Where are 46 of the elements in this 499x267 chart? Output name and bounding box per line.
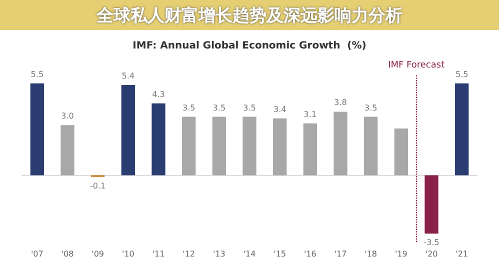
bar — [303, 123, 317, 176]
data-label: 5.5 — [30, 70, 44, 79]
bar — [364, 116, 378, 176]
data-label: 4.3 — [152, 90, 165, 99]
data-label: 5.5 — [455, 70, 468, 79]
x-tick-label: '17 — [334, 250, 347, 258]
bar — [455, 83, 469, 176]
ref-line-label: IMF Forecast — [388, 60, 446, 70]
data-label: 3.0 — [61, 112, 74, 121]
data-label: 3.5 — [212, 103, 226, 112]
bar — [273, 118, 287, 176]
data-label: -0.1 — [90, 181, 106, 190]
data-label: 3.4 — [273, 104, 286, 114]
bar — [394, 128, 408, 176]
x-tick-label: '10 — [122, 250, 134, 258]
bar — [334, 112, 348, 176]
data-label: 5.4 — [122, 72, 135, 81]
x-tick-label: '09 — [92, 250, 104, 258]
bar — [152, 103, 166, 176]
bar — [182, 116, 196, 176]
x-tick-label: '11 — [152, 250, 165, 258]
x-tick-label: '18 — [364, 250, 378, 258]
x-tick-label: '15 — [274, 250, 286, 258]
x-tick-label: '12 — [182, 250, 196, 258]
bar — [242, 116, 256, 176]
data-label: 3.5 — [243, 103, 256, 112]
chart-subtitle: 全球私人财富增长趋势及深远影响力分析 — [0, 0, 499, 30]
x-tick-label: '07 — [30, 250, 44, 258]
bar — [424, 175, 438, 234]
x-tick-label: '20 — [425, 250, 438, 258]
bar — [60, 125, 74, 176]
x-tick-label: '19 — [394, 250, 408, 258]
x-tick-label: '16 — [304, 250, 316, 258]
data-label: 3.1 — [304, 110, 317, 119]
chart-title: IMF: Annual Global Economic Growth (%) — [132, 40, 366, 52]
data-label: -3.5 — [424, 238, 440, 248]
data-label: 3.5 — [182, 103, 196, 112]
x-tick-label: '14 — [243, 250, 256, 258]
x-tick-label: '21 — [456, 250, 468, 258]
data-label: 3.5 — [364, 103, 378, 112]
bar — [212, 116, 226, 176]
bar — [121, 85, 135, 176]
x-tick-label: '08 — [61, 250, 74, 258]
bar — [30, 83, 44, 176]
x-tick-label: '13 — [212, 250, 226, 258]
data-label: 3.8 — [334, 98, 347, 108]
